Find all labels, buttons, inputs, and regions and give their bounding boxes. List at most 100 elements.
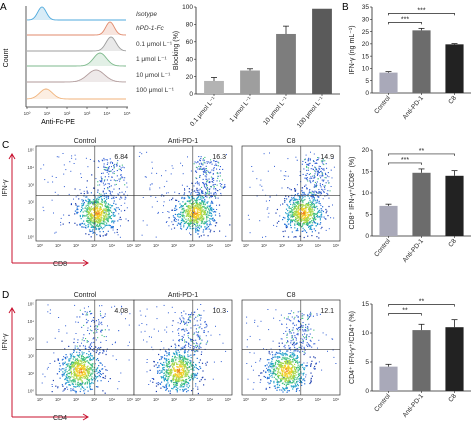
scatter-dot (296, 208, 298, 210)
scatter-dot (187, 208, 189, 210)
scatter-dot (107, 203, 109, 205)
scatter-dot (57, 387, 59, 389)
bar-category-label: Control (373, 94, 392, 115)
scatter-dot (100, 214, 102, 216)
scatter-dot (109, 217, 111, 219)
scatter-dot (183, 215, 185, 217)
scatter-dot (316, 236, 318, 238)
scatter-dot (283, 353, 286, 355)
scatter-dot (278, 386, 280, 388)
scatter-dot (78, 386, 80, 388)
scatter-dot (199, 212, 202, 214)
scatter-dot (214, 214, 217, 216)
scatter-dot (109, 171, 111, 173)
scatter-dot (171, 370, 173, 372)
scatter-dot (290, 382, 292, 384)
scatter-dot (196, 347, 198, 349)
scatter-dot (107, 188, 109, 190)
scatter-dot (82, 204, 84, 206)
scatter-dot (198, 204, 200, 206)
scatter-dot (199, 217, 201, 219)
scatter-dot (199, 207, 201, 209)
scatter-dot (83, 195, 85, 197)
scatter-dot (158, 366, 160, 368)
scatter-dot (301, 218, 303, 220)
scatter-dot (292, 372, 294, 374)
scatter-dot (199, 326, 201, 328)
scatter-dot (181, 361, 183, 363)
scatter-dot (95, 339, 97, 341)
panel-label-d: D (2, 290, 9, 301)
scatter-dot (73, 376, 75, 378)
scatter-dot (185, 210, 187, 212)
scatter-dot (301, 194, 303, 196)
scatter-dot (197, 336, 199, 338)
scatter-dot (114, 232, 116, 234)
scatter-dot (287, 213, 289, 215)
scatter-dot (219, 189, 221, 191)
scatter-dot (104, 179, 106, 181)
scatter-dot (99, 184, 101, 186)
scatter-dot (107, 168, 109, 170)
scatter-dot (288, 206, 290, 208)
scatter-dot (290, 385, 292, 387)
scatter-dot (317, 171, 319, 173)
scatter-dot (309, 162, 311, 164)
bar-y-tick-label: 80 (186, 22, 194, 29)
scatter-dot (203, 201, 205, 203)
scatter-dot (90, 355, 92, 357)
scatter-dot (76, 364, 79, 366)
scatter-dot (195, 218, 197, 220)
scatter-dot (311, 165, 313, 167)
scatter-dot (88, 203, 90, 205)
scatter-dot (317, 216, 319, 218)
scatter-dot (294, 199, 296, 201)
scatter-dot (316, 200, 318, 202)
scatter-dot (287, 218, 289, 220)
scatter-dot (194, 350, 196, 352)
scatter-dot (77, 361, 79, 363)
scatter-dot (180, 366, 182, 368)
scatter-dot (295, 361, 297, 363)
scatter-dot (301, 163, 303, 165)
scatter-dot (197, 203, 199, 205)
scatter-dot (311, 206, 313, 208)
scatter-dot (190, 215, 192, 217)
scatter-dot (199, 205, 201, 207)
scatter-dot (118, 330, 120, 332)
scatter-dot (180, 162, 182, 164)
scatter-dot (76, 354, 78, 356)
scatter-dot (217, 197, 219, 199)
scatter-dot (194, 224, 195, 225)
scatter-dot (200, 196, 202, 198)
scatter-dot (81, 365, 83, 367)
scatter-dot (57, 386, 59, 388)
scatter-dot (90, 352, 92, 354)
scatter-dot (63, 214, 65, 216)
scatter-dot (195, 207, 197, 209)
scatter-dot (86, 210, 89, 212)
scatter-dot (186, 385, 188, 387)
bar-y-label: CD8⁺ IFN-γ⁺/CD8⁺ (%) (349, 157, 356, 230)
scatter-dot (287, 158, 289, 160)
scatter-dot (85, 208, 88, 210)
scatter-dot (302, 173, 304, 175)
scatter-dot (184, 374, 186, 376)
scatter-dot (105, 203, 107, 205)
scatter-dot (187, 206, 189, 208)
scatter-dot (285, 212, 287, 214)
scatter-dot (190, 374, 192, 376)
scatter-dot (313, 215, 315, 217)
scatter-dot (119, 198, 121, 200)
scatter-dot (178, 340, 180, 342)
scatter-dot (120, 174, 122, 176)
scatter-dot (207, 216, 209, 218)
cd4-plot-frame (35, 299, 135, 396)
scatter-dot (201, 186, 203, 188)
scatter-dot (186, 378, 188, 380)
scatter-dot (99, 313, 101, 315)
scatter-dot (197, 218, 199, 220)
scatter-dot (105, 336, 107, 338)
scatter-dot (82, 356, 84, 358)
scatter-dot (309, 206, 312, 208)
